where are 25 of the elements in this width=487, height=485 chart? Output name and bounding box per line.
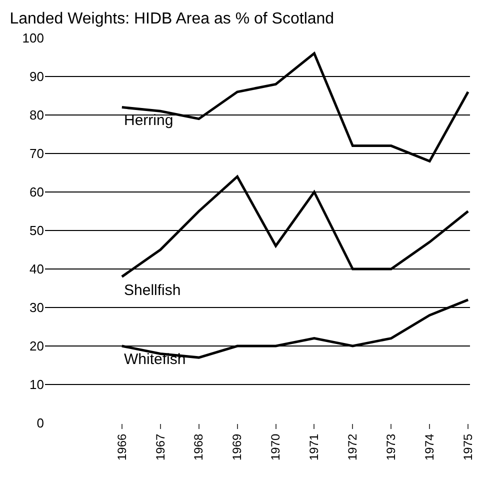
x-tick-label: 1972 [346, 433, 360, 461]
x-tick-label: 1971 [307, 433, 322, 461]
chart-title: Landed Weights: HIDB Area as % of Scotland [10, 10, 334, 28]
y-tick-label: 20 [30, 338, 44, 354]
y-tick-label: 100 [22, 30, 44, 46]
x-tick-label: 1970 [268, 433, 283, 461]
series-label: Shellfish [124, 282, 181, 299]
x-tick-label: 1969 [230, 433, 244, 461]
y-tick-label: 10 [30, 377, 44, 392]
x-tick-label: 1973 [384, 433, 398, 461]
x-tick-label: 1966 [114, 433, 129, 461]
y-tick-label: 30 [30, 300, 44, 316]
y-tick-label: 40 [30, 262, 44, 277]
y-tick-label: 90 [30, 69, 44, 84]
y-tick-label: 0 [36, 416, 44, 431]
y-tick-label: 60 [30, 184, 44, 200]
x-tick-label: 1968 [192, 433, 206, 461]
y-tick-label: 70 [30, 146, 44, 162]
y-tick-label: 80 [30, 108, 44, 123]
x-tick-label: 1967 [153, 433, 168, 461]
x-tick-label: 1975 [460, 433, 475, 461]
x-tick-label: 1974 [422, 433, 437, 461]
series-label: Whitefish [124, 351, 186, 368]
series-label: Herring [124, 112, 174, 129]
y-tick-label: 50 [30, 223, 44, 238]
